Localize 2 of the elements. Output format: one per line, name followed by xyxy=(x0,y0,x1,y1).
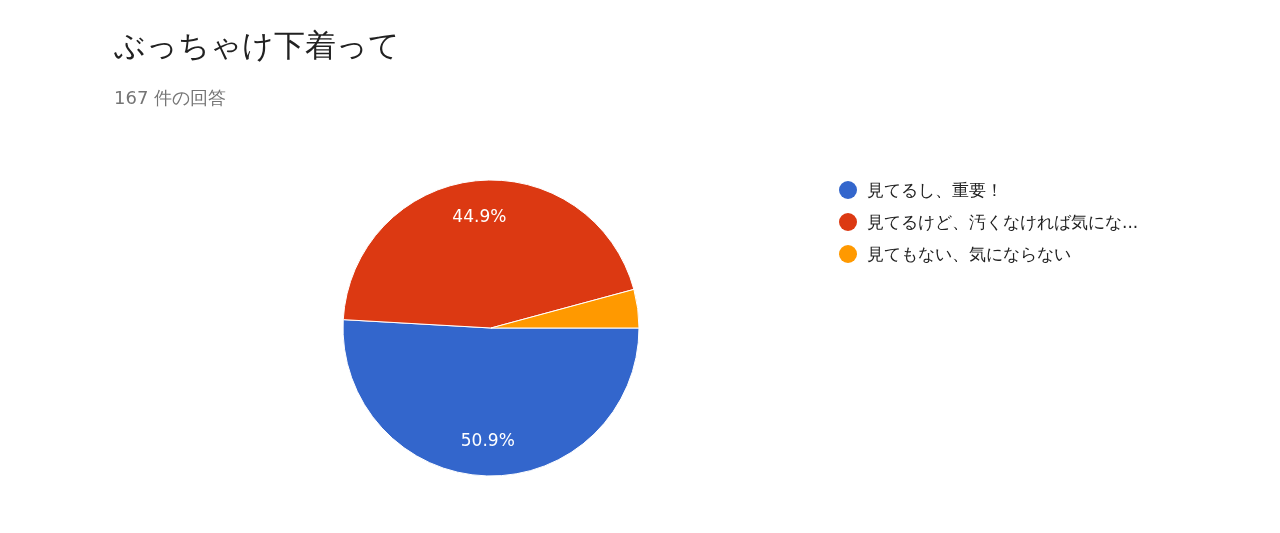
title: ぶっちゃけ下着って xyxy=(114,27,400,63)
subtitle: 167 件の回答 xyxy=(114,87,227,108)
